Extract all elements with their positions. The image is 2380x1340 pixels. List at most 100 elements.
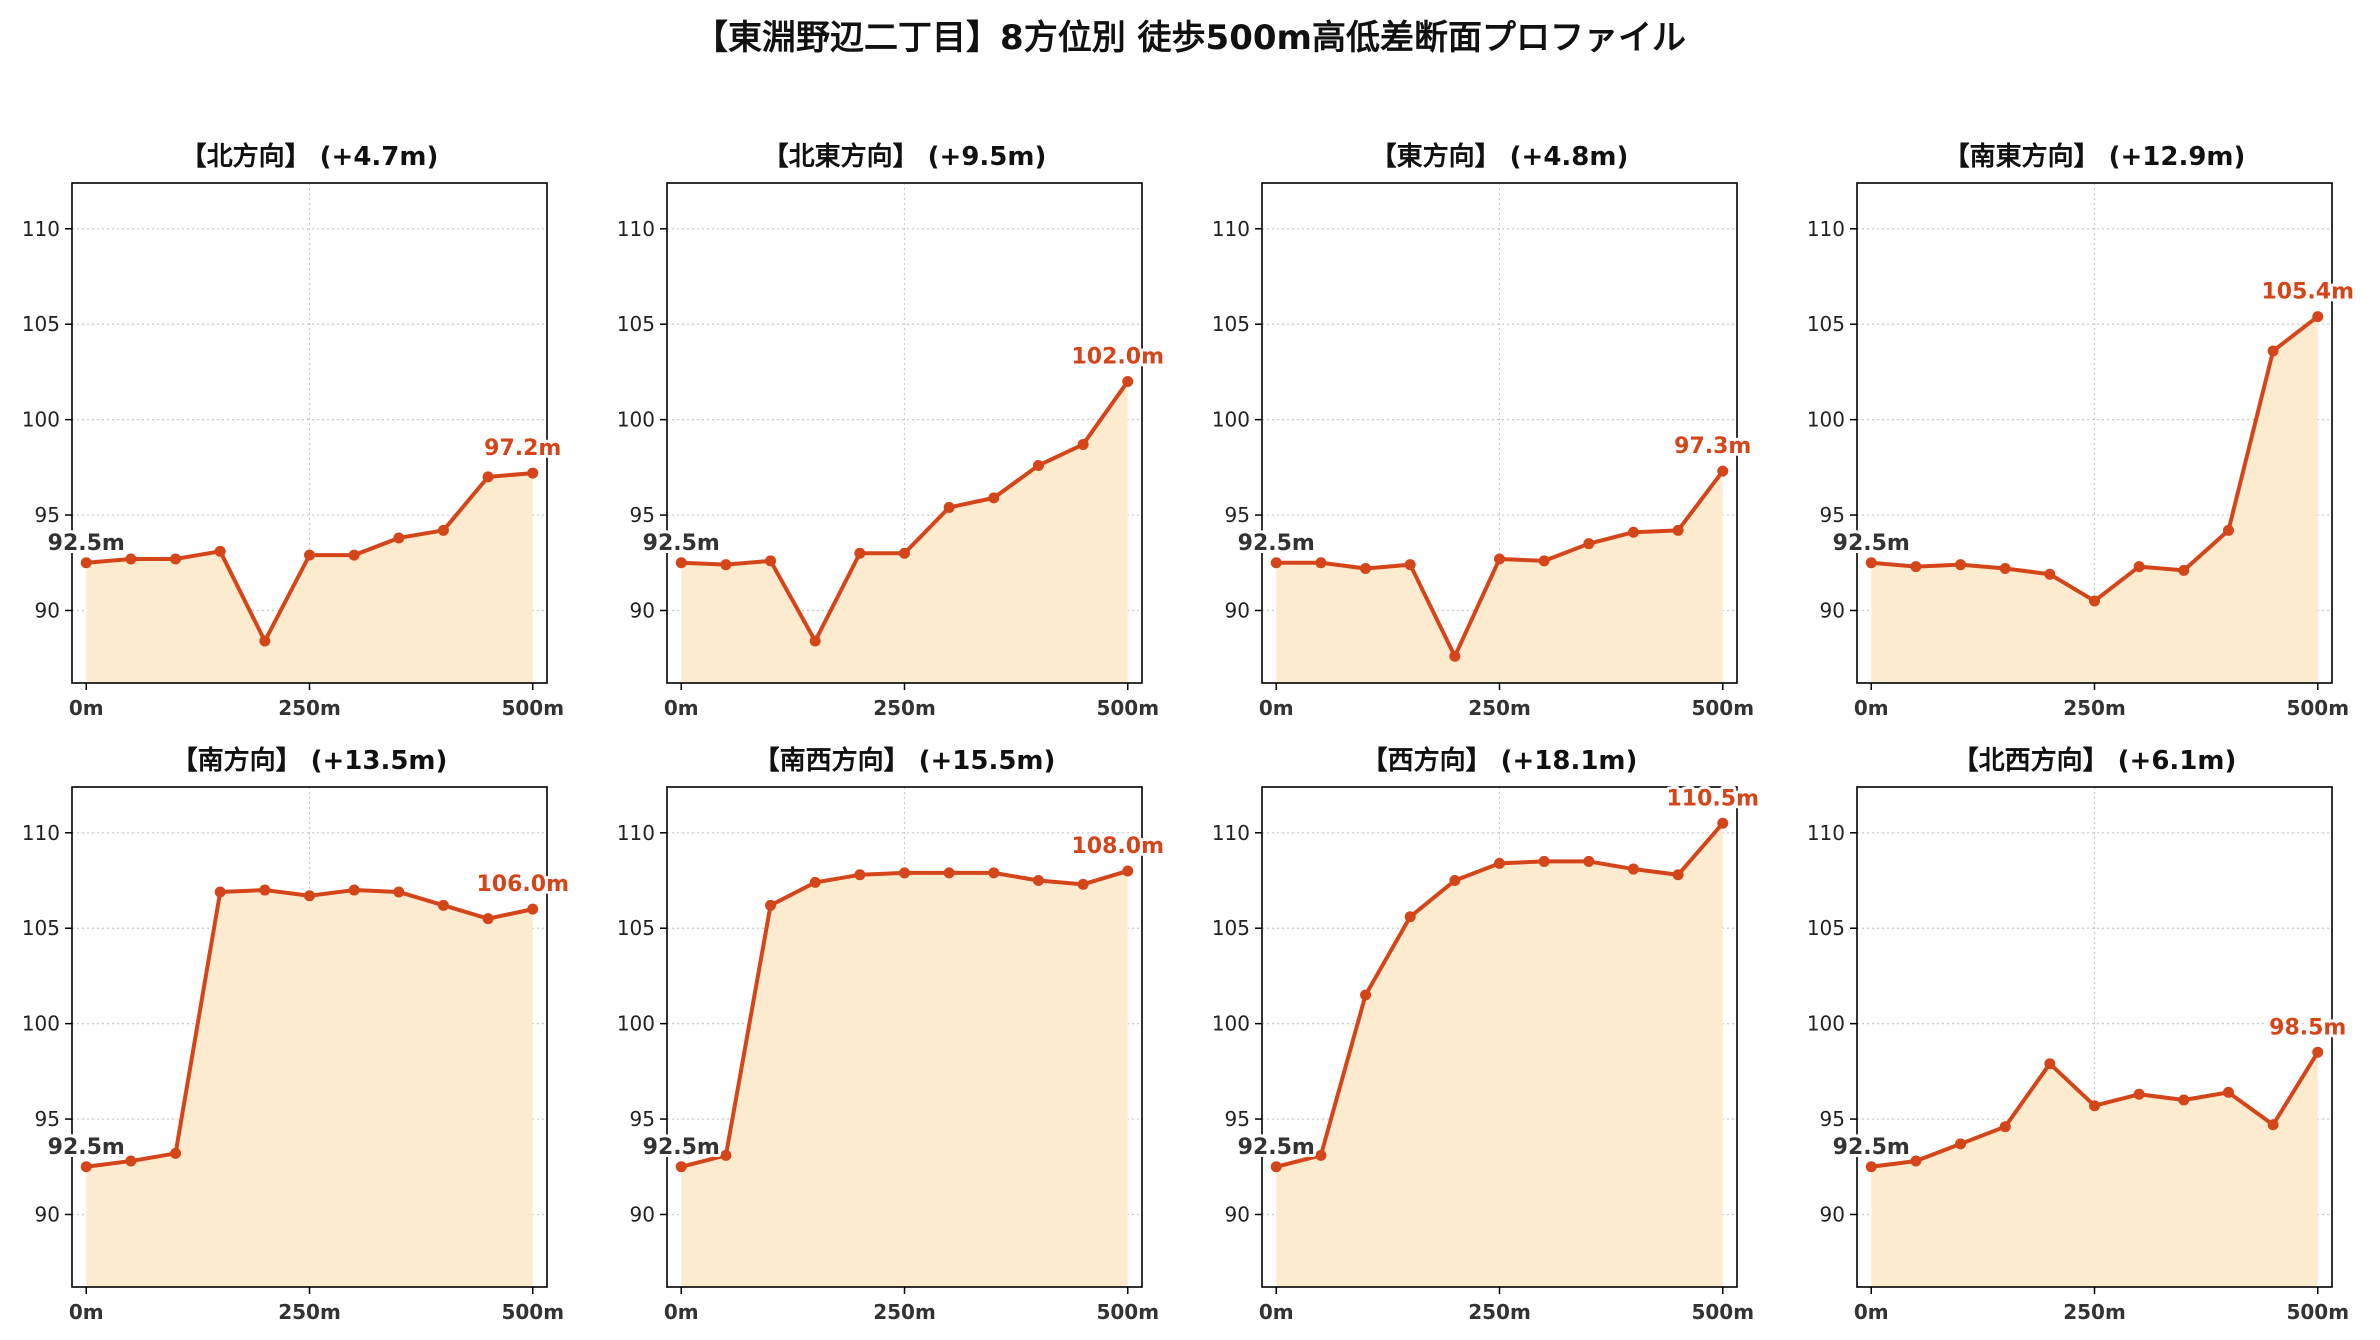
data-point	[2178, 564, 2190, 576]
data-point	[527, 467, 539, 479]
data-point	[988, 867, 1000, 879]
y-tick-label: 90	[1820, 1202, 1845, 1226]
data-point	[2267, 345, 2279, 357]
end-label-halo: 97.2m	[484, 436, 561, 461]
subplot-4: 【南東方向】 (+12.9m) 90 95 100 105 110 0m 250m 500m 92…	[1807, 141, 2357, 720]
x-tick-label: 500m	[2286, 1300, 2349, 1324]
data-point	[1404, 911, 1416, 923]
end-elevation-label: 110.5m	[1666, 786, 1759, 811]
start-elevation-label: 92.5m	[643, 531, 720, 556]
data-point	[988, 492, 1000, 504]
data-point	[1449, 650, 1461, 662]
data-point	[125, 553, 137, 565]
data-point	[1999, 1121, 2011, 1133]
data-point	[1583, 855, 1595, 867]
x-tick-label: 0m	[1259, 1300, 1294, 1324]
data-point	[1910, 1155, 1922, 1167]
data-point	[1122, 865, 1134, 877]
data-point	[2312, 311, 2324, 323]
data-point	[765, 555, 777, 567]
data-point	[1077, 438, 1089, 450]
data-point	[675, 557, 687, 569]
subplot-3: 【東方向】 (+4.8m) 90 95 100 105 110 0m 250m 500m 92.5…	[1212, 141, 1755, 720]
x-tick-label: 0m	[664, 1300, 699, 1324]
y-tick-label: 105	[22, 312, 60, 336]
data-point	[80, 557, 92, 569]
y-tick-label: 100	[617, 408, 655, 432]
y-tick-label: 100	[22, 408, 60, 432]
data-point	[259, 884, 271, 896]
y-tick-label: 95	[1225, 1107, 1250, 1131]
data-point	[1360, 562, 1372, 574]
start-label-halo: 92.5m	[48, 1135, 125, 1160]
data-point	[2089, 1100, 2100, 1112]
x-tick-label: 250m	[1468, 1300, 1531, 1324]
y-tick-label: 90	[1820, 598, 1845, 622]
data-point	[1270, 1161, 1282, 1173]
subplot-title: 【北西方向】 (+6.1m)	[1953, 745, 2237, 776]
y-tick-label: 95	[1820, 503, 1845, 527]
y-tick-label: 90	[630, 1202, 655, 1226]
x-tick-label: 500m	[1096, 696, 1159, 720]
y-tick-label: 95	[35, 503, 60, 527]
y-tick-label: 100	[1212, 1012, 1250, 1036]
y-tick-label: 95	[35, 1107, 60, 1131]
start-label-halo: 92.5m	[643, 1135, 720, 1160]
data-point	[1672, 524, 1684, 536]
data-point	[170, 553, 182, 565]
start-elevation-label: 92.5m	[1238, 1135, 1315, 1160]
y-tick-label: 100	[1807, 1012, 1845, 1036]
end-label-halo: 97.3m	[1674, 434, 1751, 459]
data-point	[1032, 875, 1044, 887]
start-elevation-label: 92.5m	[1238, 531, 1315, 556]
y-tick-label: 110	[617, 821, 655, 845]
y-tick-label: 100	[617, 1012, 655, 1036]
y-tick-label: 100	[1807, 408, 1845, 432]
subplot-title: 【南東方向】 (+12.9m)	[1944, 141, 2246, 172]
data-point	[214, 886, 226, 898]
subplot-title: 【西方向】 (+18.1m)	[1362, 745, 1638, 776]
x-tick-label: 0m	[1854, 1300, 1889, 1324]
data-point	[482, 913, 494, 925]
area-fill	[1871, 1052, 2318, 1287]
data-point	[720, 559, 732, 571]
data-point	[1494, 553, 1505, 565]
data-point	[1583, 538, 1595, 550]
data-point	[1122, 375, 1134, 387]
y-tick-label: 110	[22, 217, 60, 241]
data-point	[1404, 559, 1416, 571]
start-elevation-label: 92.5m	[48, 531, 125, 556]
data-point	[482, 471, 494, 483]
subplot-2: 【北東方向】 (+9.5m) 90 95 100 105 110 0m 250m 500m 92.…	[617, 141, 1167, 720]
data-point	[943, 501, 955, 513]
area-fill	[681, 870, 1128, 1287]
area-fill	[1871, 316, 2318, 683]
end-elevation-label: 108.0m	[1071, 834, 1164, 859]
end-label-halo: 106.0m	[476, 872, 569, 897]
x-tick-label: 0m	[1854, 696, 1889, 720]
area-fill	[86, 890, 533, 1287]
end-elevation-label: 97.2m	[484, 436, 561, 461]
y-tick-label: 90	[630, 598, 655, 622]
y-tick-label: 110	[617, 217, 655, 241]
data-point	[1672, 869, 1684, 881]
data-point	[943, 867, 955, 879]
y-tick-label: 105	[617, 916, 655, 940]
data-point	[348, 884, 360, 896]
x-tick-label: 0m	[1259, 696, 1294, 720]
subplot-1: 【北方向】 (+4.7m) 90 95 100 105 110 0m 250m 500m 92.5…	[22, 141, 565, 720]
y-tick-label: 105	[1807, 916, 1845, 940]
y-tick-label: 95	[630, 503, 655, 527]
start-label-halo: 92.5m	[1833, 1135, 1910, 1160]
data-point	[1315, 1149, 1327, 1161]
start-elevation-label: 92.5m	[1833, 531, 1910, 556]
data-point	[1360, 989, 1372, 1001]
subplot-title: 【東方向】 (+4.8m)	[1371, 141, 1629, 172]
y-tick-label: 110	[1212, 217, 1250, 241]
y-tick-label: 100	[22, 1012, 60, 1036]
y-tick-label: 90	[35, 1202, 60, 1226]
data-point	[1955, 1138, 1967, 1150]
data-point	[2222, 1086, 2234, 1098]
data-point	[1449, 875, 1461, 887]
y-tick-label: 110	[1807, 217, 1845, 241]
